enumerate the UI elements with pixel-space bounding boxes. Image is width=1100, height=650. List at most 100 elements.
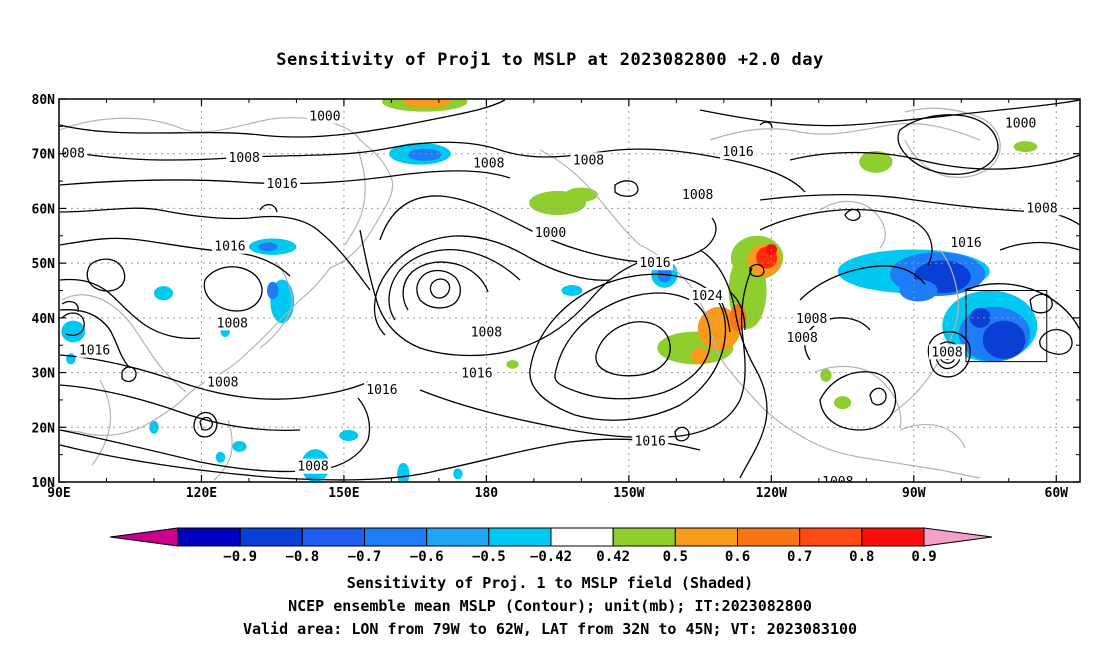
contour-label-bg <box>458 365 495 381</box>
contour-label: 1008 <box>822 475 853 490</box>
contour-label-bg <box>948 234 985 250</box>
sensitivity-patch <box>506 359 519 369</box>
contour-line <box>554 292 711 400</box>
contour-label-bg <box>632 433 669 449</box>
contour-label: 1000 <box>535 226 566 241</box>
colorbar-swatch <box>177 527 241 547</box>
contour-label: 1024 <box>692 289 723 304</box>
coastline-japan <box>259 261 293 349</box>
sensitivity-patch <box>149 420 159 434</box>
coastline-north-america <box>671 267 981 479</box>
contour-line <box>759 208 933 266</box>
contour-label: 1016 <box>267 177 298 192</box>
contour-line <box>59 237 291 277</box>
contour-label-bg <box>689 287 726 303</box>
contour-label-bg <box>636 255 673 271</box>
x-tick-label: 180 <box>475 486 499 501</box>
contour-line <box>61 300 79 313</box>
contour-line <box>359 229 641 357</box>
sensitivity-patch <box>408 148 442 161</box>
coastline-philippines <box>213 419 233 481</box>
contour-label: 1008 <box>217 316 248 331</box>
colorbar-swatch <box>488 527 552 547</box>
caption-contour: NCEP ensemble mean MSLP (Contour); unit(… <box>288 597 812 615</box>
contour-line <box>61 312 85 336</box>
contour-line <box>614 180 639 197</box>
contour-line <box>759 121 773 129</box>
contour-label: 1016 <box>1093 240 1100 255</box>
contour-label-bg <box>59 145 88 161</box>
contour-label-bg <box>470 155 507 171</box>
sensitivity-patch <box>153 286 173 301</box>
contour-line <box>59 354 369 400</box>
x-tick-label: 90E <box>47 486 70 501</box>
contour-line <box>416 269 462 309</box>
contour-label: 1016 <box>635 435 666 450</box>
contour-line <box>59 207 371 291</box>
x-tick-label: 90W <box>902 486 926 501</box>
colorbar-swatch <box>612 527 676 547</box>
x-tick-label: 150E <box>328 486 359 501</box>
caption-valid-area: Valid area: LON from 79W to 62W, LAT fro… <box>242 620 858 638</box>
sensitivity-patch <box>215 451 226 463</box>
contour-line <box>59 99 506 138</box>
contour-label: 1000 <box>309 110 340 125</box>
contour-line <box>121 366 137 383</box>
map-axes: 90E 120E 150E 180 150W 120W 90W 60W 80N 70N 60N 50N… <box>32 93 1080 501</box>
sensitivity-patch <box>232 440 247 452</box>
sensitivity-patch <box>453 468 463 480</box>
contour-line <box>1039 329 1073 355</box>
colorbar-high-triangle <box>923 527 993 547</box>
x-tick-label: 120E <box>186 486 217 501</box>
colorbar-swatch <box>550 527 614 547</box>
colorbar-low-triangle <box>109 527 179 547</box>
contour-line <box>193 411 218 438</box>
colorbar-label: −0.42 <box>530 549 572 565</box>
contour-label-bg <box>570 152 607 168</box>
sensitivity-patch <box>982 320 1026 359</box>
colorbar-swatch <box>426 527 490 547</box>
contour-line <box>674 426 690 442</box>
contour-label: 1008 <box>931 345 962 360</box>
contour-label: 1016 <box>214 240 245 255</box>
contour-line <box>999 241 1080 251</box>
contour-line <box>799 265 926 301</box>
y-tick-label: 10N <box>32 476 56 491</box>
contour-label-bg <box>214 315 251 331</box>
contour-line <box>402 261 489 311</box>
coastline-asia <box>59 117 394 437</box>
colorbar-label: 0.5 <box>663 549 688 565</box>
colorbar-swatch <box>301 527 366 547</box>
contour-line <box>927 331 971 378</box>
contour-label: 1016 <box>722 145 753 160</box>
contour-label-bg <box>819 474 856 482</box>
coastline-indochina <box>91 379 112 466</box>
contour-label-bg <box>1024 200 1061 216</box>
colorbar-label: −0.5 <box>472 549 506 565</box>
sensitivity-patch <box>834 396 852 410</box>
contour-label: 1008 <box>796 312 827 327</box>
y-tick-label: 40N <box>32 312 56 327</box>
contour-label: 1008 <box>682 188 713 203</box>
contour-label: 1008 <box>573 153 604 168</box>
contour-label: 1008 <box>207 375 238 390</box>
y-tick-label: 30N <box>32 367 56 382</box>
colorbar-label: 0.7 <box>787 549 812 565</box>
contour-label: 1016 <box>366 383 397 398</box>
contour-label-bg <box>264 175 301 191</box>
contour-line <box>203 266 263 312</box>
y-tick-label: 50N <box>32 257 56 272</box>
contour-line <box>844 208 861 222</box>
contour-label-bg <box>306 108 343 124</box>
contour-line <box>429 278 451 299</box>
contour-label: 1016 <box>950 236 981 251</box>
valid-area-box <box>965 290 1048 363</box>
contour-label: 1008 <box>471 326 502 341</box>
y-tick-label: 20N <box>32 421 56 436</box>
contour-line <box>749 263 765 278</box>
colorbar-label: 0.8 <box>849 549 874 565</box>
contour-line <box>59 384 301 431</box>
map-title: Sensitivity of Proj1 to MSLP at 20230828… <box>276 50 824 70</box>
contour-label-bg <box>1002 115 1039 131</box>
sensitivity-patch <box>266 281 279 300</box>
